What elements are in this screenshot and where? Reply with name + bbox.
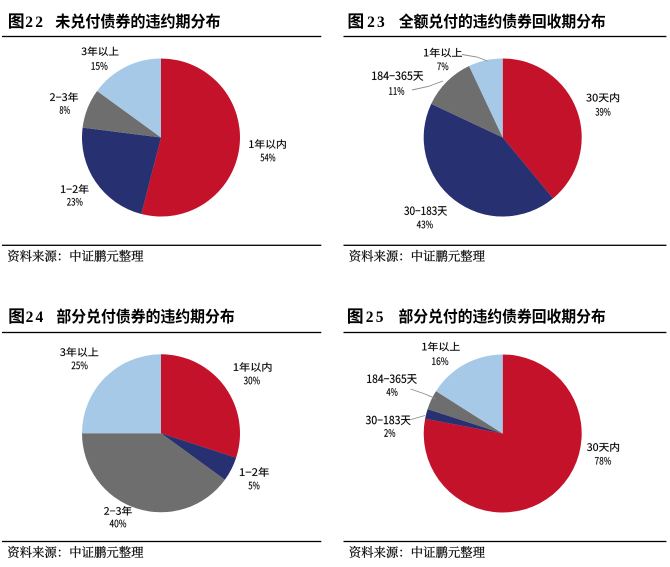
svg-text:25: 25 — [366, 309, 386, 326]
svg-text:22: 22 — [25, 14, 45, 31]
svg-text:23: 23 — [367, 14, 387, 31]
svg-text:24: 24 — [26, 309, 46, 326]
